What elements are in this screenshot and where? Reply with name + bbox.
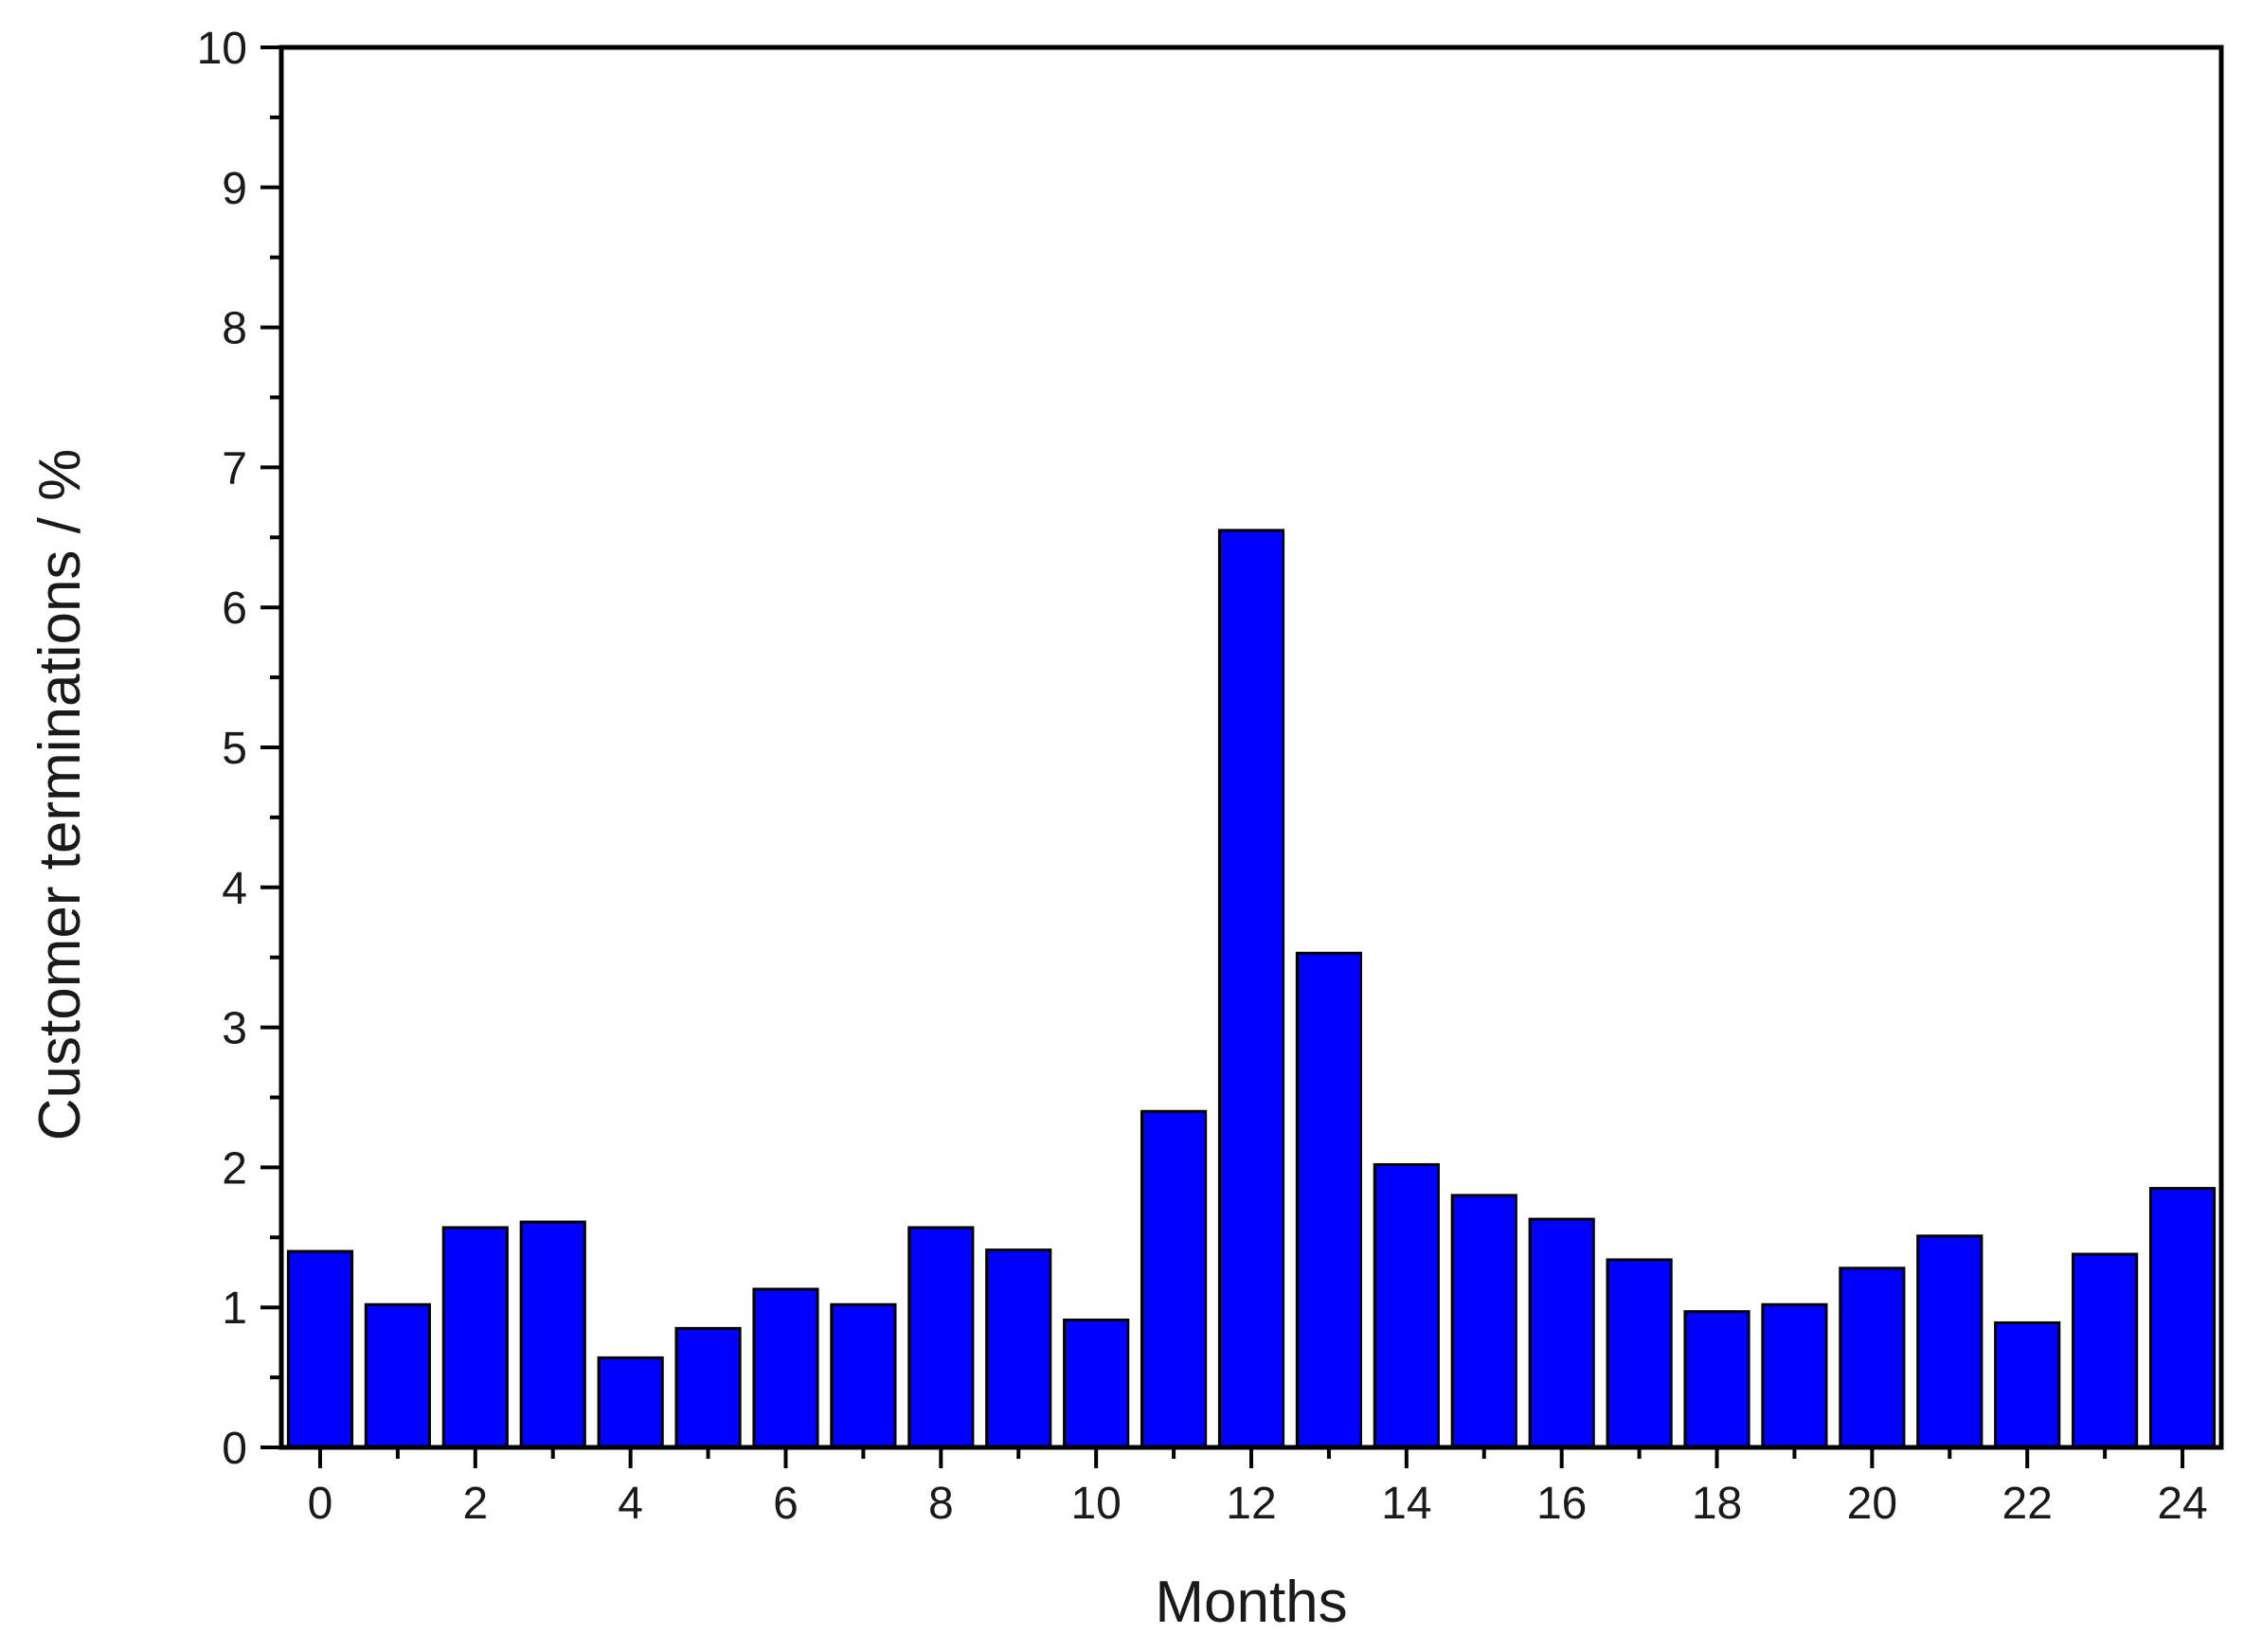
bar-month-9 — [985, 1248, 1052, 1449]
bar-month-10 — [1063, 1319, 1130, 1449]
x-tick-label: 20 — [1847, 1479, 1897, 1529]
x-tick-label: 22 — [2002, 1479, 2053, 1529]
y-axis-title: Customer terminations / % — [27, 449, 93, 1140]
bars-group — [286, 529, 2217, 1449]
y-axis: 0 1 2 3 4 5 6 7 8 9 10 — [197, 24, 281, 1474]
y-tick-label: 5 — [222, 724, 247, 774]
x-tick-label: 12 — [1226, 1479, 1276, 1529]
x-tick-label: 0 — [308, 1479, 333, 1529]
bar-month-0 — [286, 1249, 354, 1449]
bar-month-6 — [752, 1287, 819, 1449]
bar-month-11 — [1140, 1109, 1208, 1449]
x-axis-title: Months — [1155, 1570, 1347, 1635]
x-tick-label: 24 — [2157, 1479, 2207, 1529]
bar-month-19 — [1761, 1302, 1828, 1449]
bar-month-14 — [1373, 1162, 1440, 1449]
bar-month-1 — [364, 1302, 431, 1449]
bar-month-24 — [2148, 1187, 2217, 1449]
y-tick-label: 7 — [222, 443, 247, 494]
bar-month-8 — [907, 1226, 975, 1449]
x-tick-label: 4 — [618, 1479, 643, 1529]
y-tick-label: 0 — [222, 1424, 247, 1474]
x-tick-label: 14 — [1381, 1479, 1431, 1529]
x-tick-label: 8 — [928, 1479, 954, 1529]
y-tick-label: 2 — [222, 1143, 247, 1194]
y-tick-label: 1 — [222, 1284, 247, 1334]
bar-month-20 — [1839, 1266, 1906, 1449]
bar-month-23 — [2072, 1252, 2139, 1449]
y-tick-label: 9 — [222, 164, 247, 214]
bar-month-13 — [1295, 951, 1363, 1449]
x-tick-label: 6 — [773, 1479, 799, 1529]
y-tick-label: 10 — [197, 24, 247, 74]
x-axis: 0 2 4 6 8 10 12 14 16 18 20 22 24 — [308, 1447, 2208, 1529]
bar-month-22 — [1994, 1320, 2061, 1449]
bar-month-18 — [1683, 1310, 1750, 1449]
y-tick-label: 4 — [222, 864, 247, 914]
y-tick-label: 8 — [222, 304, 247, 354]
bar-month-17 — [1606, 1258, 1673, 1449]
y-tick-label: 3 — [222, 1004, 247, 1054]
x-tick-label: 10 — [1070, 1479, 1121, 1529]
bar-month-7 — [830, 1302, 897, 1449]
x-tick-label: 2 — [462, 1479, 488, 1529]
y-tick-label: 6 — [222, 584, 247, 634]
bar-month-4 — [597, 1356, 664, 1449]
bar-month-2 — [441, 1226, 509, 1449]
bar-month-12 — [1217, 529, 1285, 1449]
bar-month-21 — [1916, 1234, 1984, 1449]
x-tick-label: 16 — [1536, 1479, 1587, 1529]
bar-month-16 — [1528, 1217, 1595, 1449]
bar-month-5 — [674, 1326, 742, 1449]
bar-month-15 — [1450, 1194, 1517, 1449]
x-tick-label: 18 — [1692, 1479, 1742, 1529]
bar-month-3 — [519, 1220, 586, 1449]
